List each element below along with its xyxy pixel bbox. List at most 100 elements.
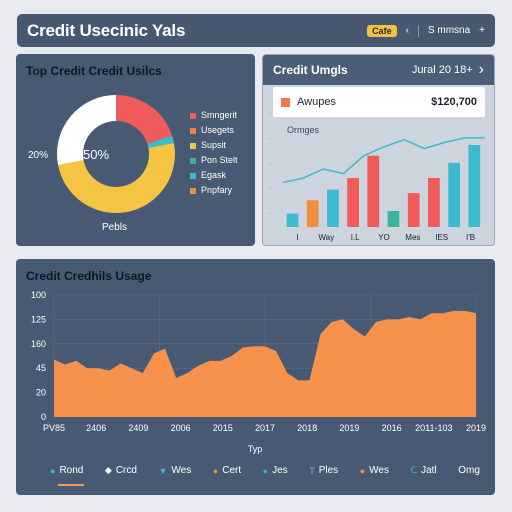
legend-label: Egask — [201, 170, 227, 180]
y-tick-label: 20 — [36, 388, 46, 398]
legend-label: Wes — [171, 465, 192, 476]
user-menu[interactable]: S mmsna — [427, 25, 471, 36]
x-tick-label: I.L — [351, 233, 360, 242]
x-tick-label: 2015 — [213, 423, 233, 433]
x-tick-label: I'B — [466, 233, 475, 242]
y-tick-label: 100 — [31, 290, 46, 300]
app-title: Credit Usecinic Yals — [27, 20, 186, 40]
pie-legend-item: Pon Stelt — [190, 153, 238, 168]
legend-marker-icon: T — [309, 465, 315, 476]
legend-label: Wes — [369, 465, 389, 476]
x-tick-label: 2006 — [171, 423, 191, 433]
area-panel-title: Credit Credhils Usage — [26, 269, 152, 283]
legend-item[interactable]: T Ples — [309, 465, 338, 476]
bar — [407, 193, 420, 227]
x-tick-label: Way — [318, 233, 334, 242]
x-tick-label: 2017 — [255, 423, 275, 433]
x-tick-label: 2409 — [128, 423, 148, 433]
pie-legend: Smngerit Usegets Supsit Pon Stelt Egask Pnpfa… — [190, 108, 238, 198]
pie-panel: Top Credit Credit Usilcs 50% 20% Pebls S… — [16, 54, 255, 246]
pie-side-label: 20% — [28, 150, 49, 161]
pie-slice — [115, 95, 173, 145]
legend-item[interactable]: ᑕ Jatl — [411, 465, 437, 476]
legend-swatch — [190, 187, 196, 194]
legend-label: Supsit — [201, 140, 227, 150]
legend-swatch — [190, 142, 196, 149]
bar-chart: · · · · · I Way I.L YO Mes IES I'B Ormges — [269, 111, 485, 242]
bar — [448, 162, 460, 227]
legend-item[interactable]: ▼ Wes — [158, 465, 191, 476]
legend-item[interactable]: Omg — [458, 465, 480, 476]
legend-marker-icon: ᑕ — [410, 465, 418, 475]
legend-swatch — [190, 127, 196, 134]
chevron-right-icon[interactable]: › — [478, 61, 484, 78]
y-tick-label: 160 — [31, 339, 46, 349]
legend-item[interactable]: ◆ Crcd — [105, 465, 137, 476]
legend-swatch — [190, 157, 196, 164]
bar — [387, 210, 400, 227]
pie-panel-title: Top Credit Credit Usilcs — [26, 64, 162, 78]
legend-swatch — [190, 172, 196, 179]
legend-label: Crcd — [115, 465, 137, 476]
y-tick: · — [269, 136, 271, 142]
y-tick: · — [269, 161, 271, 167]
bar — [347, 178, 359, 227]
legend-marker-icon: ◆ — [104, 465, 112, 475]
legend-item[interactable]: ● Cert — [213, 465, 241, 476]
pie-legend-item: Supsit — [190, 138, 238, 153]
legend-marker-icon: ● — [212, 465, 219, 476]
x-tick-label: 2016 — [382, 423, 402, 433]
y-tick-label: 0 — [41, 412, 46, 422]
bar — [468, 145, 481, 227]
legend-item[interactable]: ● Wes — [360, 465, 389, 476]
bar-panel-title: Credit Umgls — [273, 63, 348, 77]
area-fill — [54, 310, 476, 417]
bar — [306, 200, 319, 227]
area-panel: Credit Credhils Usage 100 125 160 45 20 0 PV85… — [16, 259, 495, 495]
legend-label: Ples — [318, 465, 339, 476]
legend-marker-icon: ● — [262, 465, 269, 476]
app-header: Credit Usecinic Yals Cafe ‹ S mmsna + — [17, 14, 495, 47]
pie-chart: 50% — [57, 95, 175, 213]
x-tick-label: 2011-103 — [415, 423, 452, 433]
bar — [367, 155, 380, 227]
area-legend: ● Rond ◆ Crcd ▼ Wes ● Cert ● Jes T Ples ● Wes ᑕ Jatl Omg — [50, 465, 480, 476]
header-controls: Cafe ‹ S mmsna + — [367, 24, 485, 37]
header-badge[interactable]: Cafe — [367, 24, 397, 37]
legend-label: Omg — [458, 465, 480, 476]
y-tick-label: 125 — [31, 314, 46, 324]
legend-item[interactable]: ● Rond — [50, 465, 83, 476]
x-axis-label: Typ — [248, 444, 263, 454]
pie-slice — [147, 135, 174, 149]
series-line — [282, 137, 485, 184]
y-tick: · — [269, 186, 271, 192]
date-range[interactable]: Jural 20 18+ — [411, 64, 473, 76]
x-tick-label: 2019 — [339, 423, 359, 433]
y-tick-label: 45 — [36, 363, 46, 373]
summary-label: Awupes — [297, 96, 336, 108]
legend-marker-icon: ● — [50, 465, 56, 476]
pie-legend-item: Usegets — [190, 123, 238, 138]
legend-label: Usegets — [201, 125, 235, 135]
bar — [428, 178, 440, 227]
x-tick-label: I — [296, 233, 298, 242]
bar-panel-header: Credit Umgls Jural 20 18+ › — [263, 55, 494, 85]
legend-item[interactable]: ● Jes — [263, 465, 288, 476]
summary-value: $120,700 — [431, 96, 477, 108]
x-tick-label: 2406 — [86, 423, 106, 433]
series-label: Ormges — [287, 125, 320, 135]
chevron-left-icon[interactable]: ‹ — [405, 25, 409, 36]
y-tick: · — [269, 211, 271, 217]
add-icon[interactable]: + — [479, 25, 485, 36]
y-tick: · — [269, 111, 271, 117]
x-tick-label: 2018 — [297, 423, 317, 433]
pie-center-label: 50% — [83, 147, 109, 162]
x-tick-label: 2019 — [466, 423, 486, 433]
pie-bottom-label: Pebls — [102, 222, 128, 233]
legend-label: Cert — [222, 465, 242, 476]
bar-panel: Credit Umgls Jural 20 18+ › Awupes $120,… — [262, 54, 495, 246]
summary-swatch — [281, 97, 290, 107]
x-tick-label: IES — [435, 233, 448, 242]
legend-active-indicator — [58, 484, 84, 486]
